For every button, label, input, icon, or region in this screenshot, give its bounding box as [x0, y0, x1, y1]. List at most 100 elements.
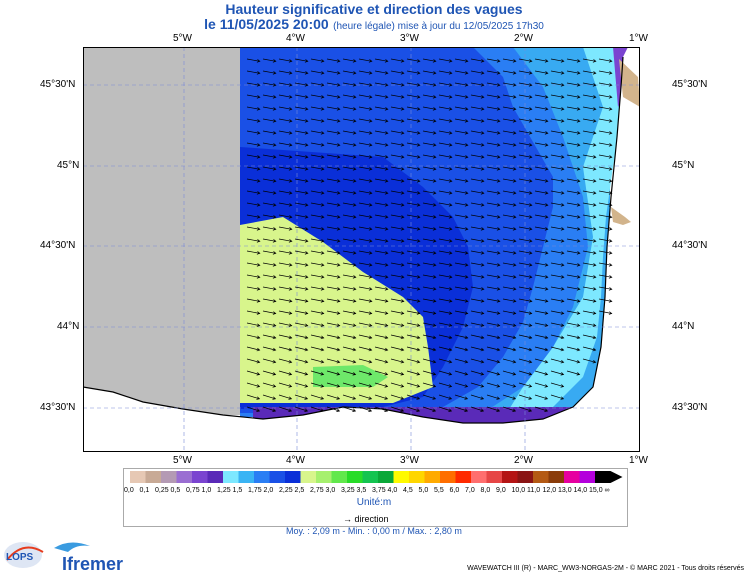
- lon-tick-bottom: 2°W: [514, 455, 533, 466]
- direction-arrowhead: [464, 239, 469, 243]
- direction-arrow: [582, 190, 596, 194]
- direction-arrowhead: [448, 396, 453, 400]
- direction-arrowhead: [256, 359, 261, 364]
- scale-value: 4,0: [387, 487, 398, 494]
- direction-arrow: [342, 202, 356, 206]
- direction-arrow: [486, 94, 500, 98]
- direction-arrow: [566, 202, 580, 206]
- direction-arrowhead: [496, 167, 501, 171]
- direction-arrowhead: [448, 71, 453, 75]
- direction-arrowhead: [480, 203, 485, 207]
- direction-arrow: [470, 298, 484, 302]
- direction-arrowhead: [304, 155, 309, 159]
- direction-arrowhead: [288, 95, 293, 99]
- direction-arrowhead: [544, 384, 549, 388]
- direction-arrowhead: [416, 59, 421, 63]
- direction-arrowhead: [528, 179, 533, 183]
- direction-arrowhead: [416, 287, 421, 291]
- direction-arrowhead: [528, 71, 533, 75]
- direction-arrow: [470, 322, 484, 327]
- direction-arrowhead: [448, 203, 453, 207]
- scale-swatch: [161, 471, 177, 483]
- direction-arrow: [262, 70, 276, 74]
- direction-arrow: [422, 214, 436, 218]
- direction-arrowhead: [528, 263, 533, 267]
- direction-arrow: [358, 178, 372, 182]
- direction-arrow: [262, 106, 276, 110]
- direction-arrowhead: [512, 59, 517, 63]
- direction-arrow: [262, 334, 276, 339]
- direction-arrowhead: [512, 384, 517, 388]
- direction-arrowhead: [560, 311, 565, 315]
- direction-arrow: [518, 178, 532, 182]
- direction-arrowhead: [320, 323, 325, 327]
- direction-arrowhead: [496, 263, 501, 267]
- direction-arrowhead: [400, 299, 405, 303]
- wave-direction-arrows: [246, 58, 613, 412]
- direction-arrowhead: [432, 299, 437, 303]
- direction-arrow: [342, 274, 356, 278]
- direction-arrow: [342, 250, 356, 254]
- direction-arrowhead: [560, 59, 565, 63]
- direction-arrowhead: [576, 167, 581, 171]
- direction-arrow: [598, 106, 612, 110]
- direction-arrowhead: [432, 275, 437, 279]
- direction-arrow: [310, 154, 324, 158]
- direction-arrowhead: [352, 59, 357, 63]
- direction-arrowhead: [320, 191, 325, 195]
- direction-arrow: [598, 298, 612, 302]
- direction-arrow: [566, 118, 580, 122]
- direction-arrow: [582, 358, 596, 363]
- direction-arrow: [438, 274, 452, 278]
- direction-arrow: [518, 358, 532, 363]
- direction-arrowhead: [480, 372, 485, 376]
- direction-arrowhead: [560, 107, 565, 111]
- direction-arrow: [406, 286, 420, 290]
- direction-arrow: [358, 250, 372, 254]
- direction-arrowhead: [352, 203, 357, 207]
- direction-label: direction: [354, 514, 389, 524]
- scale-swatch: [378, 471, 394, 483]
- direction-arrowhead: [544, 251, 549, 255]
- direction-arrow: [342, 370, 356, 375]
- direction-arrowhead: [416, 83, 421, 87]
- direction-arrowhead: [368, 347, 373, 352]
- direction-arrow: [598, 178, 612, 182]
- direction-arrow: [582, 250, 596, 254]
- direction-arrowhead: [320, 299, 325, 303]
- direction-arrowhead: [336, 275, 341, 279]
- direction-arrowhead: [384, 384, 389, 388]
- direction-arrowhead: [544, 347, 549, 352]
- direction-arrowhead: [288, 239, 293, 243]
- direction-arrowhead: [448, 275, 453, 279]
- direction-arrowhead: [576, 179, 581, 183]
- direction-arrow: [534, 382, 548, 387]
- direction-arrowhead: [448, 384, 453, 388]
- direction-arrow: [518, 310, 532, 314]
- direction-arrowhead: [496, 384, 501, 388]
- direction-arrowhead: [448, 251, 453, 255]
- scale-swatch: [316, 471, 332, 483]
- direction-arrowhead: [256, 119, 261, 123]
- direction-arrowhead: [368, 167, 373, 171]
- direction-arrow: [326, 358, 340, 363]
- direction-arrowhead: [416, 131, 421, 135]
- wave-height-map: [83, 47, 640, 452]
- direction-arrow: [598, 154, 612, 158]
- direction-arrow: [598, 262, 612, 266]
- direction-arrow: [246, 94, 260, 98]
- direction-arrowhead: [528, 155, 533, 159]
- direction-arrow: [342, 262, 356, 266]
- direction-arrowhead: [272, 372, 277, 376]
- direction-arrowhead: [528, 83, 533, 87]
- direction-arrow: [534, 130, 548, 134]
- direction-arrowhead: [608, 83, 613, 87]
- direction-arrow: [422, 178, 436, 182]
- direction-arrow: [470, 250, 484, 254]
- direction-arrow: [550, 94, 564, 98]
- direction-arrow: [534, 358, 548, 363]
- direction-arrow: [502, 142, 516, 146]
- direction-arrowhead: [512, 287, 517, 291]
- direction-arrowhead: [288, 107, 293, 111]
- direction-arrowhead: [352, 155, 357, 159]
